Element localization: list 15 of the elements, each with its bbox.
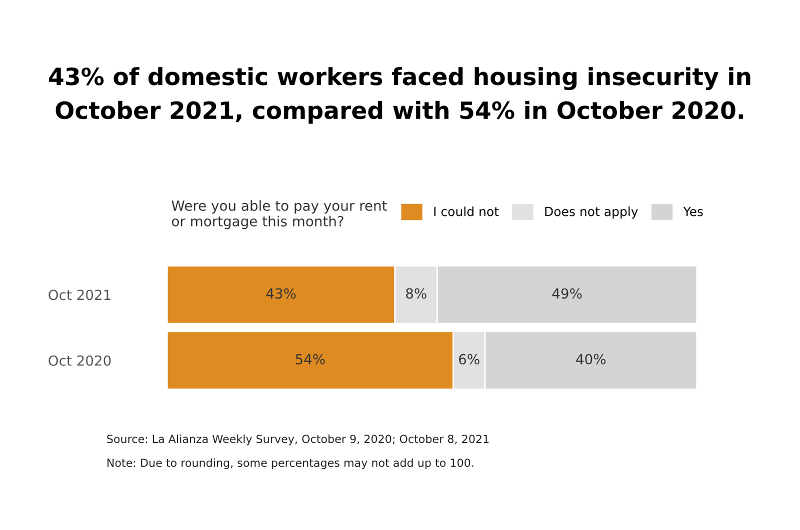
text: Note: Due to rounding, some percentages may not add up to 100.: [107, 458, 474, 470]
legend-title: Were you able to pay your rent or mortgage this month?: [172, 200, 387, 230]
y-tick-label: Oct 2021: [48, 290, 110, 300]
data-label: 43%: [266, 288, 296, 299]
y-tick-label: Oct 2020: [48, 355, 111, 366]
data-label: 54%: [296, 354, 325, 364]
data-label: 8%: [406, 288, 426, 299]
legend-label: I could not: [434, 206, 499, 216]
data-label: 40%: [576, 354, 606, 364]
data-label: 49%: [552, 288, 582, 299]
chart-title: 43% of domestic workers faced housing insecurity in October 2021, compared with 54% in October 2020.: [49, 67, 750, 124]
data-label: 6%: [459, 354, 480, 364]
legend-label: Yes: [683, 206, 703, 216]
legend-label: Does not apply: [545, 206, 638, 219]
source-note: Source: La Alianza Weekly Survey, October 9, 2020; October 8, 2021: [107, 434, 489, 446]
